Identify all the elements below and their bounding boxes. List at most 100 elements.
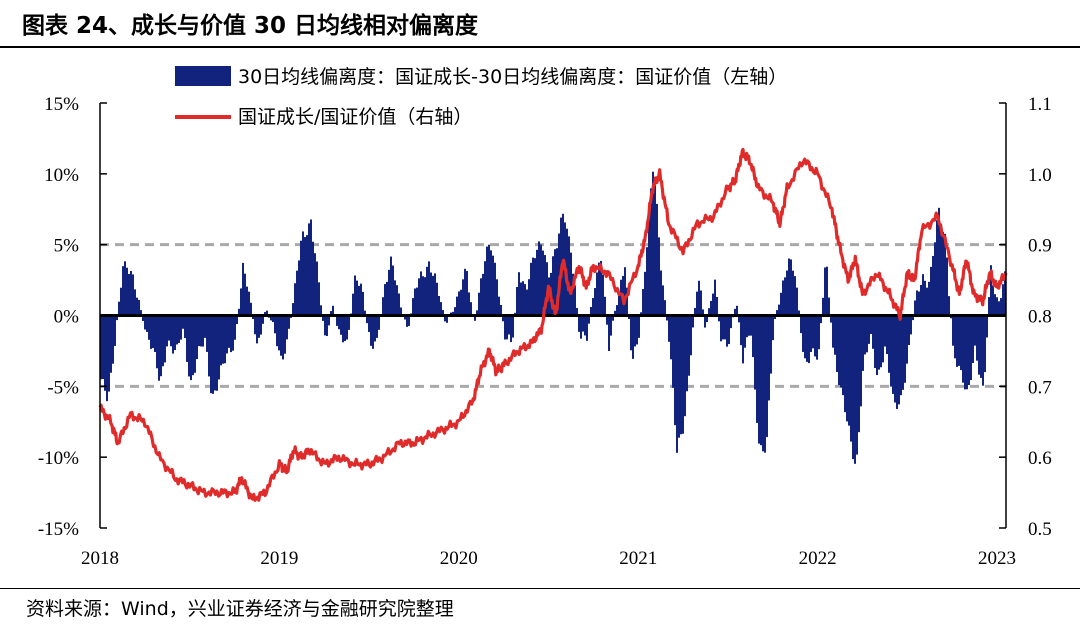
bar [974, 315, 976, 346]
bar [322, 315, 324, 321]
bar [648, 213, 650, 316]
bar [976, 315, 978, 361]
bar [894, 315, 896, 403]
bar [482, 273, 484, 316]
bar [254, 315, 256, 335]
bar [274, 315, 276, 334]
bar [432, 275, 434, 316]
bar [372, 315, 374, 349]
bar [734, 308, 736, 316]
bar [620, 279, 622, 316]
bar [996, 297, 998, 316]
bar [278, 315, 280, 351]
bar [426, 266, 428, 316]
bar [446, 315, 448, 323]
bar [194, 315, 196, 373]
bar [590, 307, 592, 316]
bar [556, 248, 558, 316]
bar [664, 300, 666, 316]
bar [242, 262, 244, 316]
bar [884, 315, 886, 347]
bar [682, 315, 684, 434]
bar [786, 270, 788, 316]
bar [736, 305, 738, 316]
bar [1000, 298, 1002, 316]
bar [980, 315, 982, 378]
bar [774, 315, 776, 320]
bar [388, 269, 390, 316]
bar [186, 315, 188, 362]
bar [256, 315, 258, 344]
bar [740, 315, 742, 346]
bar [182, 315, 184, 329]
bar [684, 315, 686, 417]
bar [294, 283, 296, 316]
bar [304, 237, 306, 316]
x-tick-label: 2019 [260, 548, 298, 569]
bar [964, 315, 966, 390]
bar [332, 305, 334, 316]
bar [608, 315, 610, 351]
bar [742, 315, 744, 364]
bar [122, 266, 124, 316]
bar [568, 236, 570, 316]
bar [224, 315, 226, 364]
bar [252, 315, 254, 320]
bar [870, 315, 872, 335]
bar [392, 265, 394, 316]
bar [704, 315, 706, 328]
bar [654, 181, 656, 316]
bar [900, 315, 902, 396]
bar [984, 315, 986, 373]
bar [244, 273, 246, 316]
bar [386, 281, 388, 316]
bar [828, 297, 830, 316]
bar [264, 312, 266, 316]
bar [216, 315, 218, 391]
bar [240, 288, 242, 316]
bar [324, 315, 326, 336]
bar [554, 249, 556, 316]
bar [488, 244, 490, 316]
bar [972, 315, 974, 363]
bar [610, 315, 612, 336]
bar [676, 315, 678, 453]
bar [670, 315, 672, 360]
bar [288, 315, 290, 329]
bar [868, 315, 870, 344]
bar [470, 302, 472, 316]
bar [174, 315, 176, 351]
bar [902, 315, 904, 390]
bar [494, 262, 496, 316]
x-tick-label: 2021 [619, 548, 657, 569]
bar [772, 315, 774, 341]
bar [502, 315, 504, 322]
bar [486, 246, 488, 316]
bar [724, 315, 726, 340]
bar [776, 310, 778, 316]
bar [364, 310, 366, 316]
left-tick-label: 0% [54, 307, 80, 328]
bar [510, 315, 512, 343]
bar [898, 315, 900, 405]
bar [760, 315, 762, 446]
bar [140, 310, 142, 316]
bar [300, 240, 302, 316]
bar [986, 315, 988, 338]
bar [534, 258, 536, 316]
bar [272, 315, 274, 323]
bar [814, 315, 816, 357]
bar [428, 261, 430, 316]
source-divider [0, 588, 1080, 589]
bar [852, 315, 854, 460]
bar [958, 315, 960, 366]
bar [696, 291, 698, 316]
bar [144, 315, 146, 330]
bar [338, 315, 340, 330]
bar [722, 315, 724, 340]
bar [490, 250, 492, 316]
right-tick-label: 0.9 [1028, 236, 1052, 257]
bar [356, 280, 358, 316]
bar [504, 315, 506, 340]
bar [586, 315, 588, 341]
